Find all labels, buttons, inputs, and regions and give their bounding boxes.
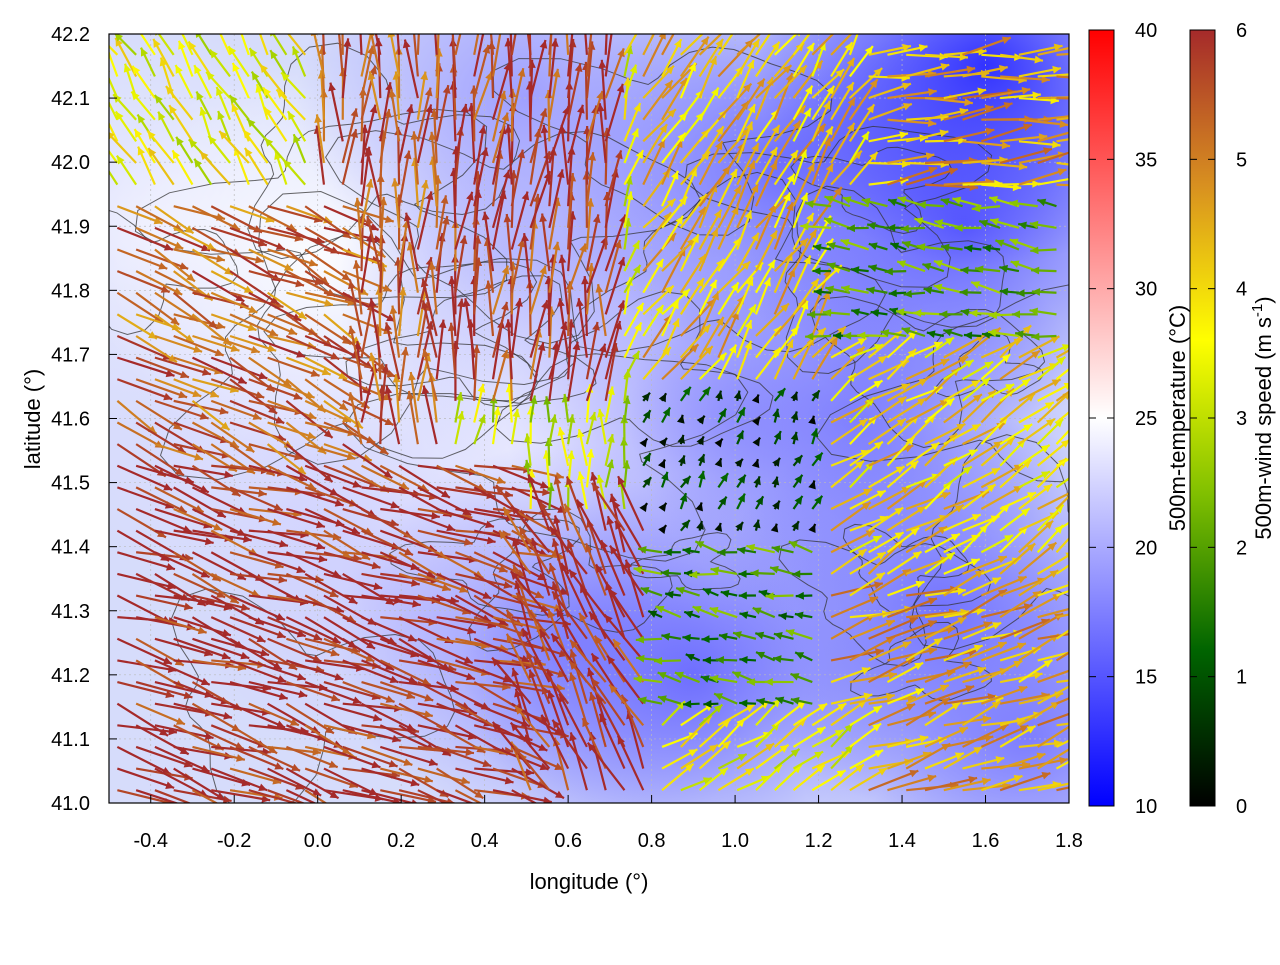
wind-vector-head [609, 17, 617, 26]
wind-vector-head [679, 10, 686, 19]
wind-vector-head [604, 0, 612, 3]
wind-vector-head [416, 0, 424, 8]
wind-vector-head [213, 19, 220, 28]
wind-vector-head [484, 805, 493, 812]
wind-vector-head [481, 18, 489, 27]
wind-vector-head [134, 23, 142, 32]
wind-vector-head [100, 105, 107, 114]
wind-vector-head [517, 0, 525, 7]
wind-vector-head [638, 18, 645, 27]
wind-vector-head [448, 19, 456, 27]
wind-vector-head [313, 804, 322, 811]
wind-vector-head [366, 0, 374, 5]
wind-vector-head [855, 21, 863, 30]
wind-vector-head [550, 0, 558, 7]
wind-vector-head [435, 24, 443, 32]
wind-vector-head [526, 17, 534, 25]
wind-vector-head [555, 812, 564, 819]
wind-vector-head [235, 19, 242, 28]
wind-vector-head [252, 16, 259, 25]
wind-vector-head [561, 3, 569, 11]
wind-vector-head [771, 20, 779, 29]
wind-vector-head [838, 20, 846, 29]
wind-vector-head [703, 25, 712, 33]
wind-vector-shaft [510, 16, 511, 76]
wind-vector-head [278, 20, 286, 29]
wind-vector-head [342, 812, 351, 820]
wind-vector-head [547, 23, 555, 31]
wind-vector-head [857, 17, 864, 26]
wind-vector-head [507, 16, 515, 24]
wind-vector-head [318, 0, 326, 6]
wind-vector-head [485, 0, 493, 7]
wind-vector-head [335, 21, 343, 29]
wind-vector-head [338, 1, 346, 9]
wind-vector-head [176, 21, 183, 30]
wind-vector-head [429, 0, 437, 3]
wind-vector-head [734, 20, 742, 29]
wind-vector-head [569, 17, 577, 25]
wind-vector-head [96, 133, 104, 142]
wind-vector-head [332, 808, 341, 815]
wind-vector-head [588, 21, 596, 29]
wind-vector-head [495, 808, 504, 815]
wind-vector-head [479, 3, 487, 12]
wind-vector-head [388, 29, 396, 38]
wind-vector-head [579, 0, 587, 3]
wind-vector-head [410, 21, 418, 29]
wind-vector-head [231, 809, 240, 816]
wind-vector-head [200, 804, 209, 811]
wind-vector-head [811, 22, 819, 31]
wind-vector-head [392, 0, 400, 3]
wind-vector-head [658, 13, 665, 22]
wind-vector-head [521, 0, 529, 5]
wind-vector-head [99, 157, 107, 166]
wind-vector-shaft [342, 1, 343, 55]
wind-vector-head [355, 0, 363, 3]
wind-vector-head [89, 26, 97, 35]
wind-vector-head [497, 24, 505, 33]
wind-vector-head [726, 21, 735, 29]
wind-vector-head [462, 2, 470, 11]
wind-vector-head [101, 88, 108, 97]
wind-vector-head [765, 22, 774, 30]
wind-vector-head [367, 25, 375, 34]
wind-vector-head [462, 808, 471, 815]
